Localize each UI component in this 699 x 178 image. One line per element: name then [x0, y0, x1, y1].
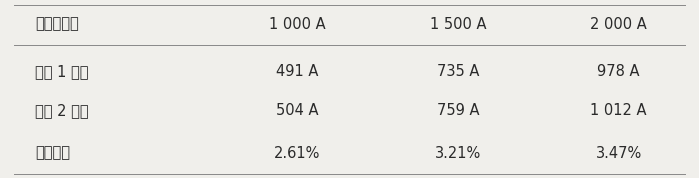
Text: 总设定电流: 总设定电流 [35, 17, 79, 32]
Text: 1 500 A: 1 500 A [430, 17, 486, 32]
Text: 978 A: 978 A [598, 64, 640, 79]
Text: 1 012 A: 1 012 A [591, 103, 647, 118]
Text: 不平衡度: 不平衡度 [35, 146, 70, 161]
Text: 1 000 A: 1 000 A [268, 17, 326, 32]
Text: 3.47%: 3.47% [596, 146, 642, 161]
Text: 735 A: 735 A [437, 64, 479, 79]
Text: 2 000 A: 2 000 A [590, 17, 647, 32]
Text: 模块 1 电流: 模块 1 电流 [35, 64, 89, 79]
Text: 491 A: 491 A [276, 64, 318, 79]
Text: 759 A: 759 A [437, 103, 479, 118]
Text: 504 A: 504 A [276, 103, 318, 118]
Text: 模块 2 电流: 模块 2 电流 [35, 103, 89, 118]
Text: 2.61%: 2.61% [274, 146, 320, 161]
Text: 3.21%: 3.21% [435, 146, 481, 161]
